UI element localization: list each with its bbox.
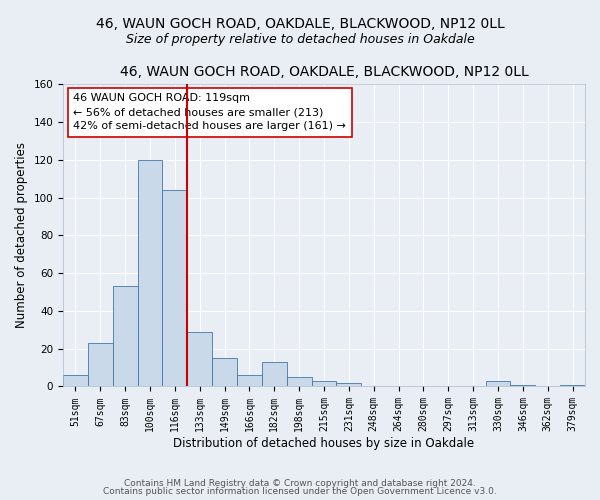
Bar [113,286,137,386]
Bar [511,384,535,386]
Text: Contains HM Land Registry data © Crown copyright and database right 2024.: Contains HM Land Registry data © Crown c… [124,478,476,488]
Title: 46, WAUN GOCH ROAD, OAKDALE, BLACKWOOD, NP12 0LL: 46, WAUN GOCH ROAD, OAKDALE, BLACKWOOD, … [119,65,529,79]
Bar [337,382,361,386]
Bar [212,358,237,386]
Bar [137,160,163,386]
Bar [560,384,585,386]
X-axis label: Distribution of detached houses by size in Oakdale: Distribution of detached houses by size … [173,437,475,450]
Bar [63,375,88,386]
Bar [163,190,187,386]
Bar [311,381,337,386]
Text: 46, WAUN GOCH ROAD, OAKDALE, BLACKWOOD, NP12 0LL: 46, WAUN GOCH ROAD, OAKDALE, BLACKWOOD, … [95,18,505,32]
Bar [485,381,511,386]
Bar [88,343,113,386]
Bar [187,332,212,386]
Bar [287,377,311,386]
Text: Contains public sector information licensed under the Open Government Licence v3: Contains public sector information licen… [103,488,497,496]
Text: Size of property relative to detached houses in Oakdale: Size of property relative to detached ho… [125,32,475,46]
Y-axis label: Number of detached properties: Number of detached properties [15,142,28,328]
Bar [262,362,287,386]
Bar [237,375,262,386]
Text: 46 WAUN GOCH ROAD: 119sqm
← 56% of detached houses are smaller (213)
42% of semi: 46 WAUN GOCH ROAD: 119sqm ← 56% of detac… [73,94,346,132]
